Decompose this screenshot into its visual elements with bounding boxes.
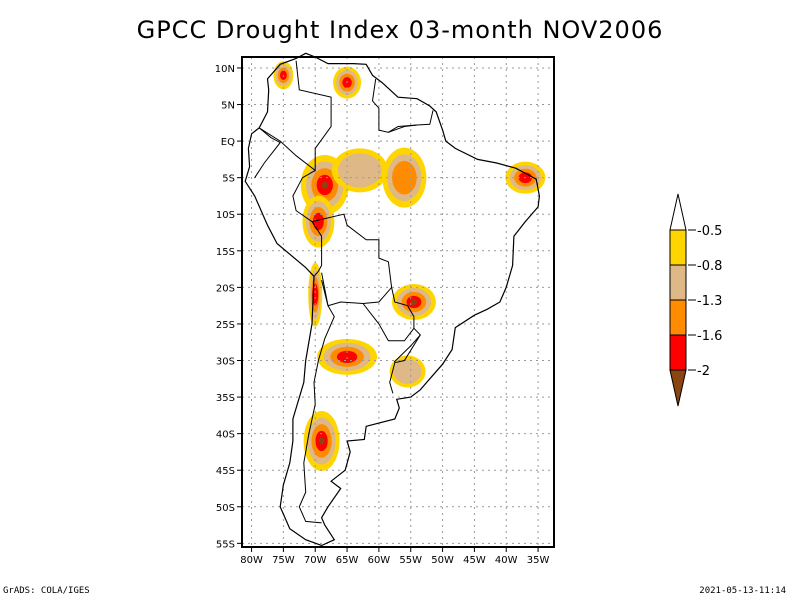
timestamp: 2021-05-13-11:14 bbox=[699, 586, 786, 596]
colorbar-segment bbox=[669, 264, 687, 301]
lon-tick-label: 40W bbox=[495, 555, 518, 566]
lat-tick-label: 50S bbox=[216, 503, 235, 514]
lat-tick-label: 40S bbox=[216, 430, 235, 441]
lon-tick-label: 45W bbox=[463, 555, 486, 566]
drought-fill-layer bbox=[273, 61, 546, 471]
grads-credit: GrADS: COLA/IGES bbox=[3, 586, 90, 596]
lat-tick-label: 35S bbox=[216, 393, 235, 404]
country-border bbox=[388, 124, 418, 133]
lon-ticks: 80W 75W 70W 65W 60W 55W 50W 45W 40W 35W bbox=[240, 547, 549, 566]
map-title: GPCC Drought Index 03-month NOV2006 bbox=[136, 16, 664, 44]
lat-tick-label: 25S bbox=[216, 320, 235, 331]
colorbar-label: -0.8 bbox=[697, 259, 722, 274]
colorbar-label: -0.5 bbox=[697, 224, 722, 239]
lat-tick-label: 45S bbox=[216, 466, 235, 477]
lat-tick-label: 5S bbox=[222, 174, 235, 185]
colorbar-label: -1.6 bbox=[697, 329, 722, 344]
lon-tick-label: 50W bbox=[431, 555, 454, 566]
country-border bbox=[371, 78, 434, 133]
lon-tick-label: 80W bbox=[240, 555, 263, 566]
country-border bbox=[311, 213, 393, 307]
grid-lines bbox=[242, 57, 554, 547]
country-border bbox=[389, 327, 421, 394]
country-border bbox=[393, 334, 421, 363]
coastline bbox=[244, 52, 541, 547]
country-border bbox=[298, 272, 335, 524]
colorbar-top-triangle bbox=[669, 193, 687, 231]
colorbar-label: -1.3 bbox=[697, 294, 722, 309]
lon-tick-label: 60W bbox=[368, 555, 391, 566]
colorbar-bottom-triangle bbox=[669, 369, 687, 407]
drought-contour bbox=[337, 153, 382, 188]
drought-contour bbox=[318, 437, 325, 445]
country-border bbox=[258, 60, 332, 172]
lat-tick-label: 15S bbox=[216, 247, 235, 258]
coastline-layer bbox=[244, 52, 541, 547]
lon-tick-label: 55W bbox=[399, 555, 422, 566]
drought-contour bbox=[336, 350, 358, 363]
colorbar-segment bbox=[669, 299, 687, 336]
colorbar-label: -2 bbox=[697, 364, 710, 379]
lat-tick-label: 5N bbox=[221, 101, 235, 112]
lon-tick-label: 65W bbox=[336, 555, 359, 566]
lat-tick-label: EQ bbox=[221, 137, 235, 148]
drought-contour bbox=[312, 212, 324, 231]
lon-tick-label: 75W bbox=[272, 555, 295, 566]
lat-tick-label: 10S bbox=[216, 210, 235, 221]
lat-ticks: 10N 5N EQ 5S 10S 15S 20S 25S 30S 35S 40S 45S 50S 55S bbox=[215, 64, 242, 550]
lat-tick-label: 20S bbox=[216, 283, 235, 294]
colorbar-segment bbox=[669, 334, 687, 371]
country-border bbox=[254, 127, 281, 178]
lon-tick-label: 70W bbox=[304, 555, 327, 566]
lat-tick-label: 30S bbox=[216, 357, 235, 368]
drought-contour bbox=[393, 358, 422, 384]
map-frame bbox=[241, 56, 555, 548]
drought-contour bbox=[321, 181, 328, 189]
colorbar-segment bbox=[669, 229, 687, 266]
lon-tick-label: 35W bbox=[527, 555, 550, 566]
drought-contour bbox=[410, 299, 417, 305]
colorbar: -0.5 -0.8 -1.3 -1.6 -2 bbox=[669, 193, 722, 407]
lat-tick-label: 55S bbox=[216, 539, 235, 550]
lat-tick-label: 10N bbox=[215, 64, 235, 75]
